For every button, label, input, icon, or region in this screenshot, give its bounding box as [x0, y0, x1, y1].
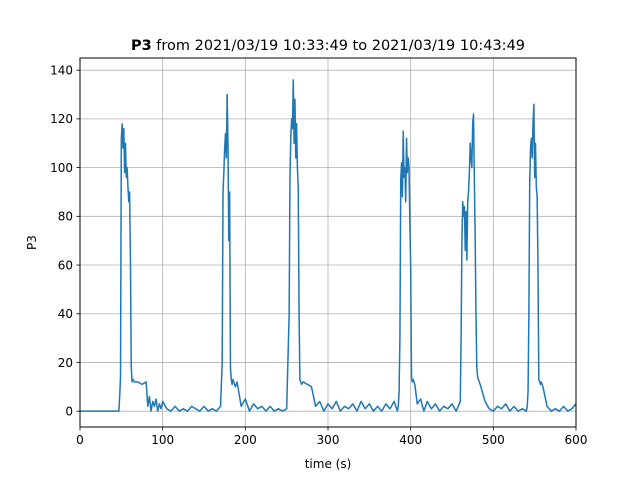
y-tick-label: 60	[58, 258, 73, 272]
y-tick-label: 0	[65, 404, 73, 418]
y-tick-label: 40	[58, 307, 73, 321]
x-tick-label: 100	[151, 433, 174, 447]
chart-title-rest: from 2021/03/19 10:33:49 to 2021/03/19 1…	[152, 38, 525, 54]
y-tick-label: 20	[58, 356, 73, 370]
y-tick-label: 120	[50, 112, 73, 126]
x-axis-label: time (s)	[305, 457, 352, 471]
tick-layer: 0 100 200 300 400 500 600 0 20 40 60 80 100 120 140	[50, 63, 587, 447]
y-tick-label: 80	[58, 210, 73, 224]
x-tick-label: 500	[482, 433, 505, 447]
y-tick-label: 100	[50, 161, 73, 175]
x-tick-label: 200	[234, 433, 257, 447]
x-tick-label: 0	[76, 433, 84, 447]
series-line	[80, 79, 577, 412]
x-tick-label: 300	[317, 433, 340, 447]
data-layer	[80, 79, 577, 412]
chart-title: P3 from 2021/03/19 10:33:49 to 2021/03/1…	[131, 38, 525, 54]
chart-title-bold: P3	[131, 38, 152, 54]
y-tick-label: 140	[50, 63, 73, 77]
y-axis-label: P3	[25, 235, 39, 250]
x-tick-label: 600	[565, 433, 588, 447]
x-tick-label: 400	[399, 433, 422, 447]
